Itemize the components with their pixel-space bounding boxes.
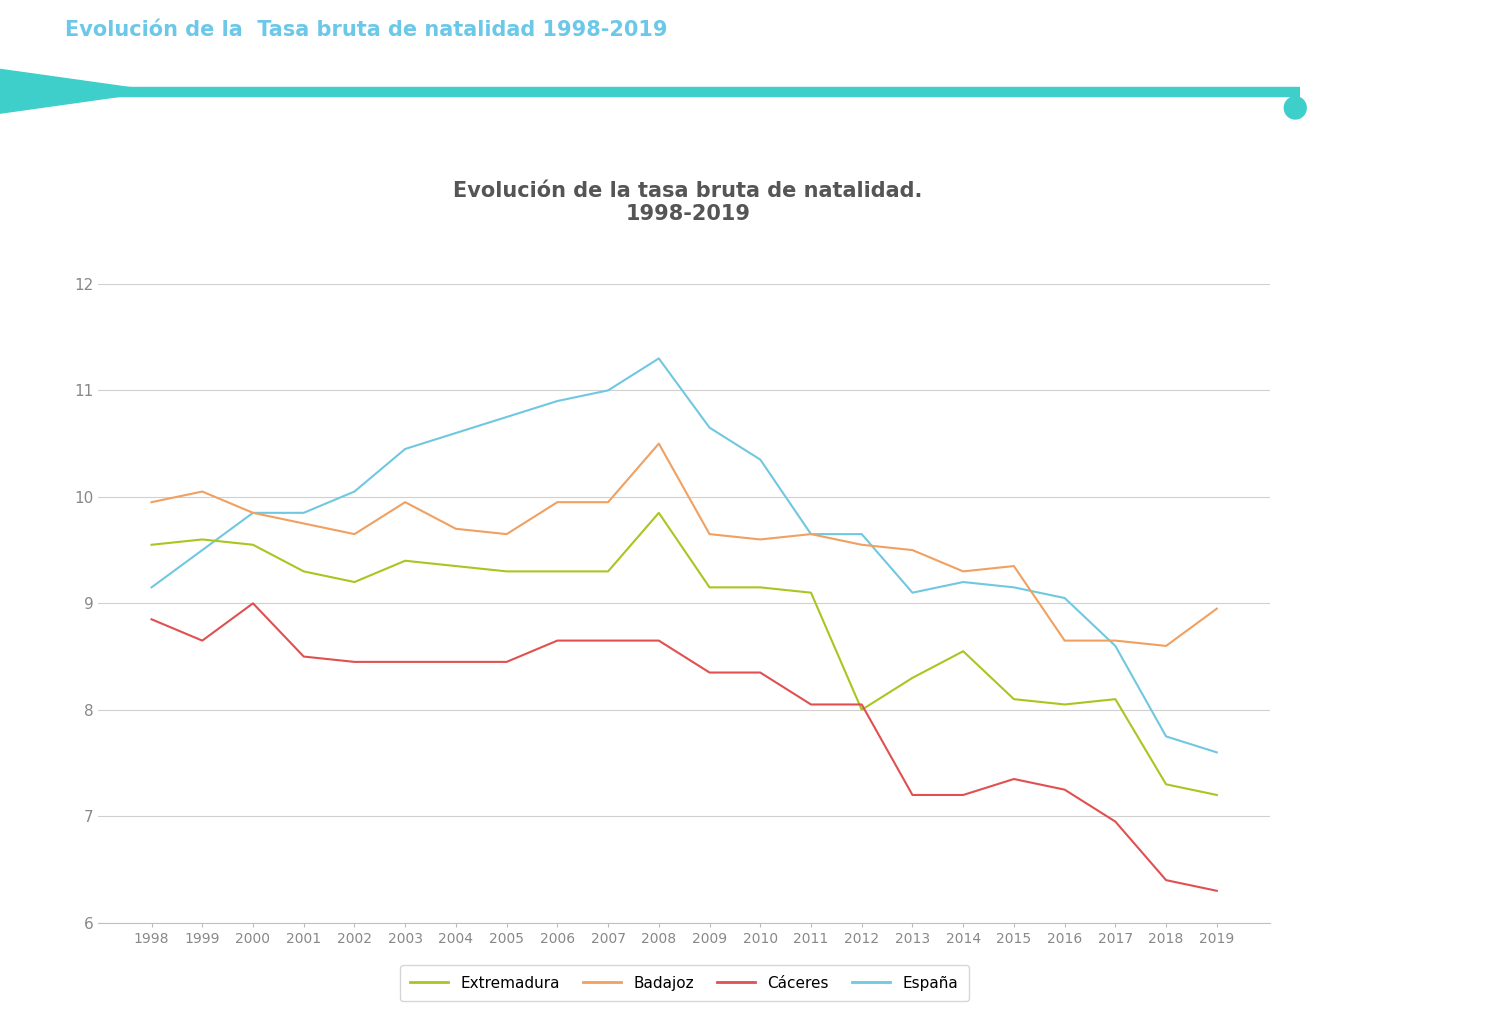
Badajoz bbox=[650, 438, 668, 450]
Badajoz bbox=[700, 528, 718, 540]
España bbox=[396, 443, 414, 455]
Badajoz bbox=[497, 528, 516, 540]
Cáceres bbox=[345, 656, 363, 668]
Cáceres bbox=[194, 635, 212, 647]
Badajoz bbox=[1005, 560, 1024, 572]
España bbox=[700, 422, 718, 434]
Cáceres bbox=[1005, 773, 1024, 785]
Text: Evolución de la tasa bruta de natalidad.
1998-2019: Evolución de la tasa bruta de natalidad.… bbox=[454, 182, 922, 224]
Extremadura bbox=[1107, 694, 1125, 706]
Extremadura bbox=[448, 560, 466, 572]
Badajoz bbox=[853, 538, 871, 551]
Extremadura bbox=[194, 533, 212, 546]
Extremadura bbox=[295, 566, 313, 578]
Extremadura bbox=[650, 507, 668, 519]
España bbox=[295, 507, 313, 519]
Badajoz bbox=[142, 496, 160, 508]
Badajoz bbox=[903, 545, 921, 557]
Extremadura bbox=[903, 672, 921, 684]
Cáceres bbox=[549, 635, 567, 647]
Badajoz bbox=[1208, 602, 1226, 614]
Cáceres bbox=[1157, 874, 1175, 886]
Text: Evolución de la  Tasa bruta de natalidad 1998-2019: Evolución de la Tasa bruta de natalidad … bbox=[65, 20, 667, 41]
España bbox=[903, 586, 921, 598]
Badajoz bbox=[1157, 640, 1175, 652]
Cáceres bbox=[751, 666, 770, 678]
Legend: Extremadura, Badajoz, Cáceres, España: Extremadura, Badajoz, Cáceres, España bbox=[399, 965, 969, 1002]
Line: Extremadura: Extremadura bbox=[151, 513, 1217, 795]
Extremadura bbox=[599, 566, 617, 578]
España bbox=[1157, 730, 1175, 742]
Extremadura bbox=[853, 704, 871, 716]
Cáceres bbox=[599, 635, 617, 647]
Badajoz bbox=[295, 517, 313, 529]
Badajoz bbox=[194, 486, 212, 498]
Extremadura bbox=[549, 566, 567, 578]
Polygon shape bbox=[0, 69, 156, 114]
Extremadura bbox=[954, 645, 972, 657]
Line: Badajoz: Badajoz bbox=[151, 444, 1217, 646]
España bbox=[345, 486, 363, 498]
Badajoz bbox=[243, 507, 262, 519]
Badajoz bbox=[801, 528, 820, 540]
España bbox=[853, 528, 871, 540]
España bbox=[751, 453, 770, 465]
España bbox=[243, 507, 262, 519]
Text: ●: ● bbox=[1281, 92, 1308, 121]
Cáceres bbox=[903, 789, 921, 801]
Badajoz bbox=[396, 496, 414, 508]
Extremadura bbox=[497, 566, 516, 578]
Badajoz bbox=[599, 496, 617, 508]
Line: Cáceres: Cáceres bbox=[151, 603, 1217, 891]
Extremadura bbox=[1208, 789, 1226, 801]
Extremadura bbox=[142, 538, 160, 551]
España bbox=[448, 427, 466, 439]
España bbox=[954, 576, 972, 588]
España bbox=[1005, 581, 1024, 593]
Extremadura bbox=[1157, 779, 1175, 791]
España bbox=[1208, 746, 1226, 758]
España bbox=[1107, 640, 1125, 652]
Extremadura bbox=[1055, 699, 1074, 711]
Extremadura bbox=[345, 576, 363, 588]
Extremadura bbox=[751, 581, 770, 593]
Extremadura bbox=[243, 538, 262, 551]
Badajoz bbox=[751, 533, 770, 546]
España bbox=[194, 545, 212, 557]
Badajoz bbox=[954, 566, 972, 578]
Badajoz bbox=[1107, 635, 1125, 647]
Cáceres bbox=[1208, 884, 1226, 897]
España bbox=[1055, 592, 1074, 604]
Extremadura bbox=[396, 555, 414, 567]
España bbox=[497, 411, 516, 423]
España bbox=[650, 353, 668, 365]
Cáceres bbox=[295, 651, 313, 663]
Cáceres bbox=[396, 656, 414, 668]
Cáceres bbox=[1055, 784, 1074, 796]
Cáceres bbox=[650, 635, 668, 647]
Cáceres bbox=[1107, 815, 1125, 827]
Badajoz bbox=[549, 496, 567, 508]
Line: España: España bbox=[151, 359, 1217, 752]
Badajoz bbox=[345, 528, 363, 540]
Cáceres bbox=[700, 666, 718, 678]
Badajoz bbox=[448, 523, 466, 535]
Extremadura bbox=[1005, 694, 1024, 706]
España bbox=[801, 528, 820, 540]
Cáceres bbox=[801, 699, 820, 711]
Bar bbox=[0, 87, 1300, 95]
España bbox=[549, 394, 567, 407]
España bbox=[599, 384, 617, 396]
Cáceres bbox=[142, 613, 160, 626]
Extremadura bbox=[700, 581, 718, 593]
Cáceres bbox=[497, 656, 516, 668]
Cáceres bbox=[448, 656, 466, 668]
Extremadura bbox=[801, 586, 820, 598]
Cáceres bbox=[954, 789, 972, 801]
Cáceres bbox=[243, 597, 262, 609]
Cáceres bbox=[853, 699, 871, 711]
España bbox=[142, 581, 160, 593]
Badajoz bbox=[1055, 635, 1074, 647]
